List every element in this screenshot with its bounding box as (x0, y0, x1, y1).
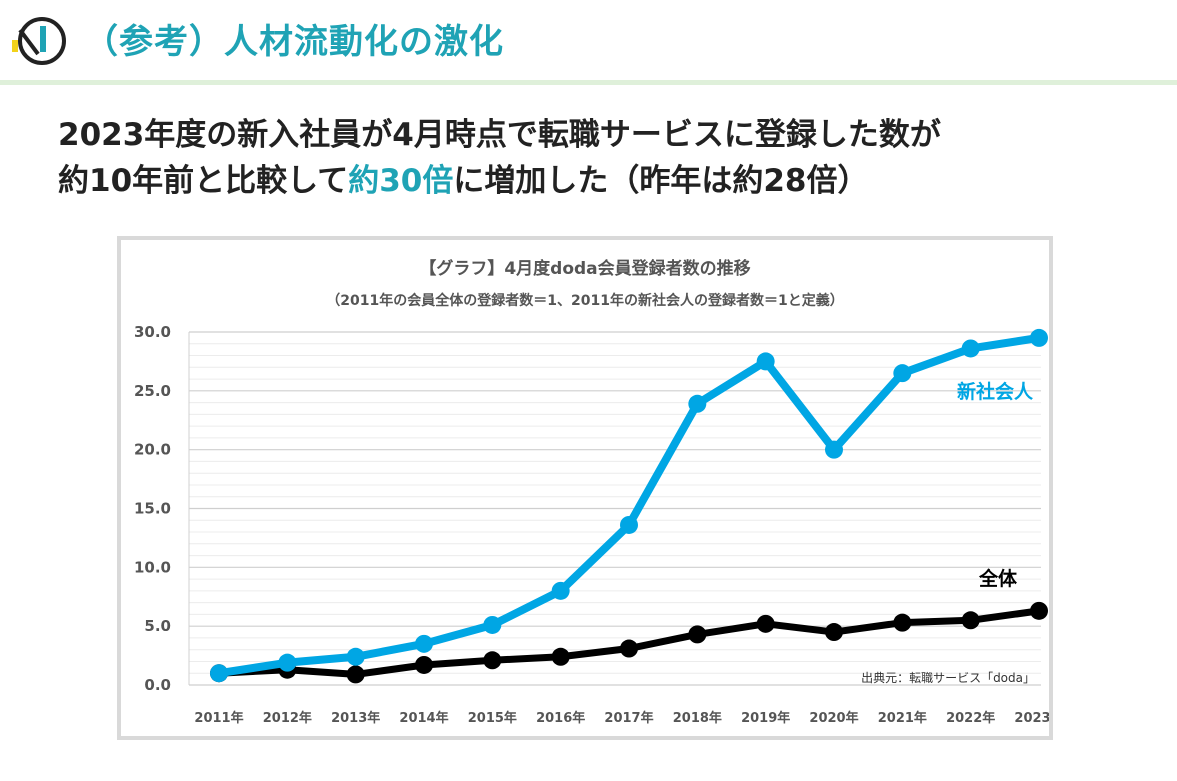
x-tick-label: 2022年 (946, 710, 995, 726)
data-point (961, 611, 980, 630)
data-point (756, 352, 775, 371)
y-tick-label: 30.0 (134, 323, 171, 341)
x-tick-label: 2012年 (263, 710, 312, 726)
data-point (551, 581, 570, 600)
y-tick-label: 25.0 (134, 382, 171, 400)
data-point (756, 614, 775, 633)
x-tick-label: 2013年 (331, 710, 380, 726)
data-point (961, 339, 980, 358)
data-point (346, 647, 365, 666)
data-point (1030, 601, 1048, 620)
chart-subtitle: （2011年の会員全体の登録者数＝1、2011年の新社会人の登録者数＝1と定義） (326, 293, 844, 309)
source-note: 出典元：転職サービス「doda」 (861, 671, 1035, 685)
x-tick-label: 2017年 (604, 710, 653, 726)
x-tick-label: 2023年 (1014, 710, 1049, 726)
x-tick-label: 2014年 (399, 710, 448, 726)
data-point (483, 615, 502, 634)
data-point (551, 647, 570, 666)
chart-frame: 【グラフ】4月度doda会員登録者数の推移 （2011年の会員全体の登録者数＝1… (117, 236, 1053, 740)
line-chart: 0.0 5.0 10.0 15.0 20.0 25.0 30.0 2011年 2012年 2013… (134, 323, 1049, 726)
x-tick-label: 2015年 (468, 710, 517, 726)
data-point (620, 515, 638, 534)
data-point (483, 651, 502, 670)
data-point (825, 440, 843, 459)
x-tick-label: 2021年 (878, 710, 927, 726)
data-point (620, 639, 638, 658)
data-point (1030, 328, 1048, 347)
series-label: 新社会人 (957, 380, 1034, 403)
data-point (893, 364, 912, 383)
headline-line-2-pre: 約10年前と比較して (58, 163, 349, 199)
y-tick-label: 20.0 (134, 441, 171, 459)
data-point (346, 665, 365, 684)
data-point (415, 655, 433, 674)
data-point (825, 623, 843, 642)
headline-line-2: 約10年前と比較して約30倍に増加した（昨年は約28倍） (58, 158, 941, 204)
data-point (688, 625, 707, 644)
data-point (278, 653, 297, 672)
y-tick-label: 15.0 (134, 500, 171, 518)
chart-title: 【グラフ】4月度doda会員登録者数の推移 (419, 259, 751, 279)
headline-line-1: 2023年度の新入社員が4月時点で転職サービスに登録した数が (58, 117, 941, 153)
x-tick-label: 2020年 (809, 710, 858, 726)
headline-accent: 約30倍 (348, 163, 454, 199)
y-tick-label: 0.0 (144, 676, 171, 694)
headline-line-2-post: に増加した（昨年は約28倍） (453, 163, 869, 199)
data-point (893, 613, 912, 632)
page-title: （参考）人材流動化の激化 (84, 22, 504, 62)
series-label: 全体 (978, 567, 1018, 590)
headline: 2023年度の新入社員が4月時点で転職サービスに登録した数が 約10年前と比較し… (58, 112, 941, 204)
y-tick-label: 10.0 (134, 558, 171, 576)
data-point (688, 394, 707, 413)
y-tick-label: 5.0 (144, 617, 171, 635)
data-point (210, 664, 228, 683)
x-tick-label: 2019年 (741, 710, 790, 726)
slide-header: （参考）人材流動化の激化 (0, 0, 1177, 88)
x-tick-label: 2018年 (673, 710, 722, 726)
data-point (415, 634, 433, 653)
x-tick-label: 2016年 (536, 710, 585, 726)
header-divider (0, 80, 1177, 85)
x-tick-label: 2011年 (194, 710, 243, 726)
brand-logo-icon (12, 17, 66, 65)
